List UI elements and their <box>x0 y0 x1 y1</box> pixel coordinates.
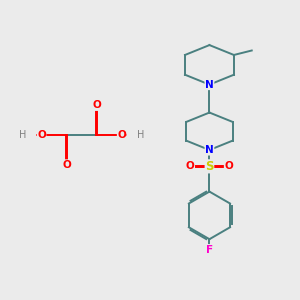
Text: O: O <box>37 130 46 140</box>
Text: H: H <box>19 130 26 140</box>
Text: O: O <box>117 130 126 140</box>
Text: O: O <box>224 161 233 171</box>
Text: F: F <box>206 244 213 255</box>
Text: N: N <box>205 145 214 155</box>
Text: O: O <box>92 100 101 110</box>
Text: S: S <box>205 160 214 173</box>
Text: H: H <box>137 130 145 140</box>
Text: O: O <box>62 160 71 170</box>
Text: O: O <box>186 161 194 171</box>
Text: N: N <box>205 80 214 90</box>
